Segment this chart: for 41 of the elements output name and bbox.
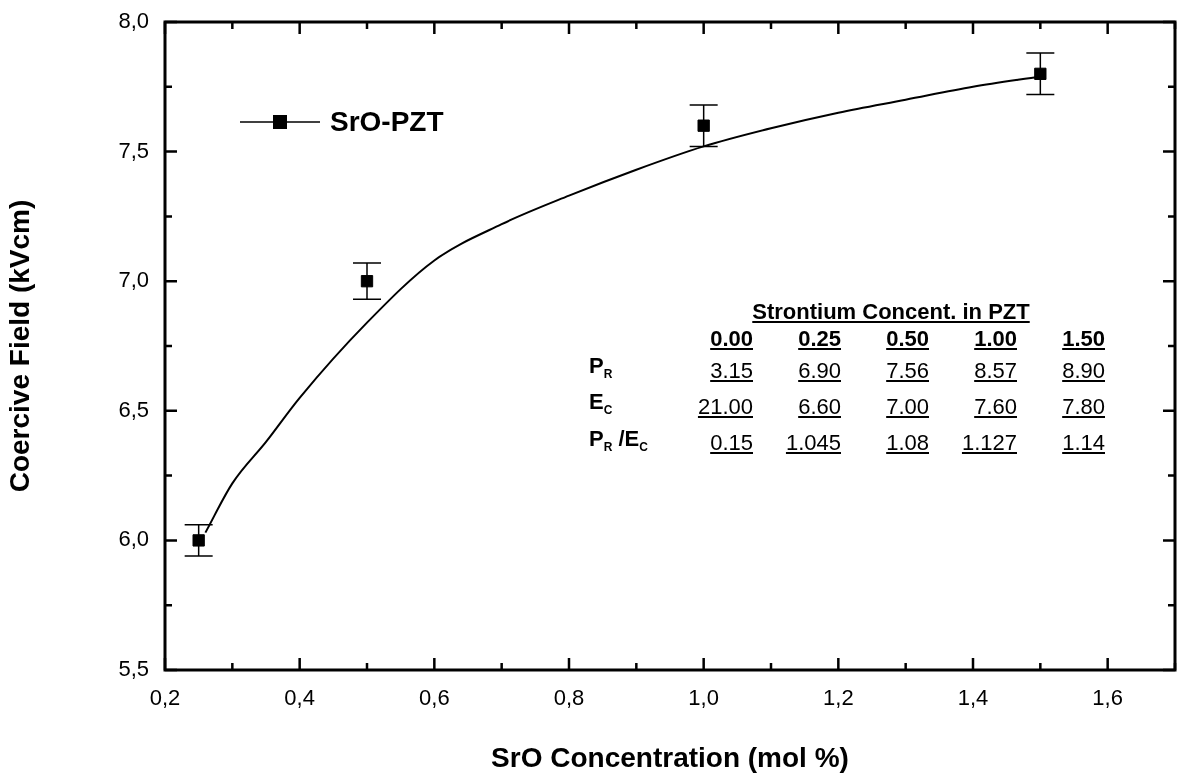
x-axis-title: SrO Concentration (mol %) <box>491 741 849 773</box>
y-tick-label: 6,5 <box>118 396 149 422</box>
annotation: P$_{R}$ /E$_{C}$ <box>588 424 649 457</box>
y-tick-label: 7,5 <box>118 137 149 163</box>
y-axis-title: Coercive Field (kVcm) <box>3 199 35 493</box>
x-tick-label: 0,6 <box>419 685 450 711</box>
annotation: 0.00 <box>709 325 754 352</box>
annotation: 21.00 <box>696 393 754 422</box>
y-tick-label: 5,5 <box>118 656 149 682</box>
x-tick-label: 0,8 <box>553 685 585 711</box>
annotation: 6.60 <box>797 393 842 422</box>
annotation: 8.57 <box>973 356 1018 385</box>
annotation: 8.90 <box>1061 356 1106 385</box>
annotation: 7.00 <box>885 393 930 422</box>
annotation: 0.50 <box>885 325 930 352</box>
annotation: 1.045 <box>784 429 842 458</box>
x-tick-label: 1,6 <box>1092 685 1123 711</box>
annotation: P$_{R}$ <box>588 352 614 384</box>
annotation: E$_{C}$ <box>588 388 614 420</box>
annotation: 1.50 <box>1061 325 1106 352</box>
annotation: 7.80 <box>1061 393 1106 422</box>
annotation: Strontium Concent. in PZT <box>751 298 1031 325</box>
x-tick-label: 0,4 <box>284 685 315 711</box>
annotation: 3.15 <box>709 356 754 385</box>
annotation: 1.00 <box>973 325 1018 352</box>
annotation: 7.56 <box>885 356 930 385</box>
y-tick-label: 8,0 <box>118 8 149 34</box>
annotation: 1.08 <box>885 429 930 458</box>
annotation: 0.25 <box>797 325 842 352</box>
annotation: 7.60 <box>973 393 1018 422</box>
x-tick-label: 1,2 <box>823 685 854 711</box>
x-tick-label: 0,2 <box>149 685 181 711</box>
y-tick-label: 7,0 <box>118 267 149 293</box>
annotation: 1.127 <box>960 429 1018 458</box>
annotation: 1.14 <box>1061 429 1106 458</box>
x-tick-label: 1,0 <box>688 685 719 711</box>
x-tick-label: 1,4 <box>957 685 989 711</box>
annotation: 0.15 <box>709 429 754 458</box>
legend-label: SrO-PZT <box>330 105 444 137</box>
y-tick-label: 6,0 <box>118 526 149 552</box>
annotation: 6.90 <box>797 356 842 385</box>
